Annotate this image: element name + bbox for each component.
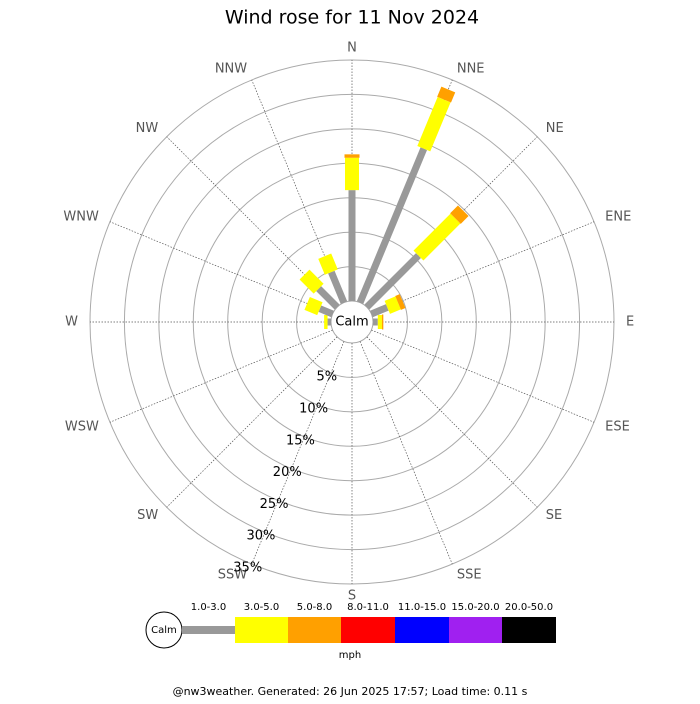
spoke <box>371 329 595 423</box>
legend-label: 1.0-3.0 <box>191 602 226 613</box>
legend-label: 11.0-15.0 <box>398 602 446 613</box>
legend-label: 5.0-8.0 <box>297 602 332 613</box>
legend-label: 15.0-20.0 <box>451 602 499 613</box>
spoke <box>371 221 595 315</box>
legend-label: 3.0-5.0 <box>244 602 279 613</box>
bar-segment <box>437 86 456 103</box>
legend-label: 20.0-50.0 <box>505 602 553 613</box>
spoke <box>109 329 333 423</box>
bar-segment <box>318 305 334 318</box>
direction-label: SSW <box>218 568 248 583</box>
direction-label: WNW <box>63 210 99 225</box>
spoke <box>366 336 538 508</box>
direction-label: NNW <box>215 61 247 76</box>
legend-swatch <box>341 617 395 643</box>
direction-label: SSE <box>457 568 482 583</box>
legend-swatch <box>182 626 235 634</box>
chart-title: Wind rose for 11 Nov 2024 <box>225 7 479 29</box>
spoke <box>251 341 345 565</box>
direction-label: WSW <box>65 419 99 434</box>
direction-label: W <box>65 315 78 330</box>
direction-label: SE <box>546 508 562 523</box>
bar-segment <box>299 269 324 294</box>
bar-segment <box>356 147 428 304</box>
r-tick-label: 35% <box>233 561 262 576</box>
bar-segment <box>304 296 323 316</box>
bar-segment <box>417 96 451 152</box>
bar-segment <box>384 296 401 314</box>
direction-label: S <box>348 589 356 604</box>
direction-label: ENE <box>605 210 631 225</box>
bar-segment <box>413 213 461 261</box>
bar-segment <box>370 304 389 318</box>
bar-segment <box>318 253 338 275</box>
bar-segment <box>395 294 406 310</box>
legend-swatch <box>502 617 556 643</box>
bar-segment <box>450 205 469 224</box>
direction-label: ESE <box>605 419 630 434</box>
direction-label: SW <box>137 508 158 523</box>
legend-swatch <box>395 617 449 643</box>
calm-label: Calm <box>335 315 368 330</box>
legend-swatch <box>288 617 341 643</box>
spoke <box>166 336 338 508</box>
bar-segment <box>316 286 340 310</box>
direction-label: NNE <box>457 61 485 76</box>
r-tick-label: 20% <box>273 465 302 480</box>
direction-label: E <box>626 315 634 330</box>
r-tick-label: 30% <box>246 529 275 544</box>
ring <box>123 93 581 551</box>
bar-segment <box>364 253 421 310</box>
direction-label: N <box>347 41 357 56</box>
direction-label: NW <box>136 121 159 136</box>
r-tick-label: 25% <box>260 497 289 512</box>
r-tick-label: 5% <box>316 370 337 385</box>
legend-swatch <box>235 617 288 643</box>
legend-label: 8.0-11.0 <box>347 602 389 613</box>
spoke <box>109 221 333 315</box>
footer: @nw3weather. Generated: 26 Jun 2025 17:5… <box>173 685 528 698</box>
r-tick-label: 10% <box>299 402 328 417</box>
legend-swatch <box>449 617 502 643</box>
legend-calm-label: Calm <box>151 625 177 636</box>
bar-segment <box>328 270 348 304</box>
r-tick-label: 15% <box>286 433 315 448</box>
direction-label: NE <box>546 121 564 136</box>
legend-unit: mph <box>339 650 361 661</box>
spoke <box>359 341 453 565</box>
